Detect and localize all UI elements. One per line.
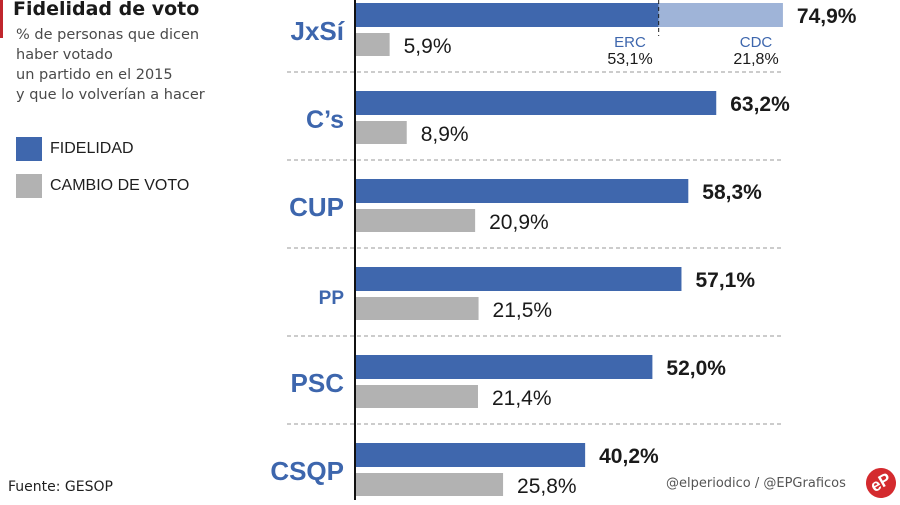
category-label: JxSí bbox=[291, 16, 345, 46]
breakdown-label-cdc: CDC bbox=[740, 34, 773, 51]
source-note: Fuente: GESOP bbox=[8, 479, 113, 495]
subtitle-line: un partido en el 2015 bbox=[16, 67, 173, 83]
legend-label-fidelidad: FIDELIDAD bbox=[50, 140, 134, 157]
subtitle-line: y que lo volverían a hacer bbox=[16, 87, 205, 103]
breakdown-label-erc: ERC bbox=[614, 34, 646, 51]
value-label-fidelidad: 52,0% bbox=[666, 357, 726, 380]
bar-cambio-voto bbox=[356, 33, 390, 56]
bar-fidelidad bbox=[356, 179, 689, 203]
bar-cambio-voto bbox=[356, 121, 407, 144]
legend-label-cambio: CAMBIO DE VOTO bbox=[50, 177, 190, 194]
category-label: PSC bbox=[291, 368, 345, 398]
value-label-fidelidad: 40,2% bbox=[599, 445, 659, 468]
bar-cambio-voto bbox=[356, 209, 476, 232]
value-label-cambio: 21,5% bbox=[493, 299, 553, 322]
bar-erc bbox=[356, 3, 659, 27]
category-label: CSQP bbox=[270, 456, 344, 486]
value-label-fidelidad: 58,3% bbox=[702, 181, 762, 204]
chart-subtitle: % de personas que dicen haber votado un … bbox=[16, 25, 205, 105]
subtitle-line: % de personas que dicen bbox=[16, 27, 200, 43]
value-label-fidelidad: 57,1% bbox=[695, 269, 755, 292]
value-label-fidelidad: 63,2% bbox=[730, 93, 790, 116]
chart-title: Fidelidad de voto bbox=[13, 0, 200, 20]
category-label: CUP bbox=[289, 192, 344, 222]
value-label-cambio: 8,9% bbox=[421, 123, 469, 146]
value-label-cambio: 21,4% bbox=[492, 387, 552, 410]
bar-fidelidad bbox=[356, 443, 586, 467]
subtitle-line: haber votado bbox=[16, 47, 113, 63]
credit-note: @elperiodico / @EPGraficos bbox=[666, 476, 846, 491]
bar-cambio-voto bbox=[356, 385, 478, 408]
value-label-cambio: 20,9% bbox=[489, 211, 549, 234]
value-label-cambio: 5,9% bbox=[404, 35, 452, 58]
legend-swatch-cambio bbox=[16, 174, 42, 198]
bar-cdc bbox=[658, 3, 783, 27]
category-label: PP bbox=[319, 288, 345, 309]
bar-cambio-voto bbox=[356, 297, 479, 320]
value-label-cambio: 25,8% bbox=[517, 475, 577, 498]
bar-fidelidad bbox=[356, 355, 653, 379]
breakdown-value-cdc: 21,8% bbox=[733, 51, 778, 68]
title-accent-bar bbox=[0, 0, 3, 38]
value-label-fidelidad: 74,9% bbox=[797, 5, 857, 28]
bar-fidelidad bbox=[356, 91, 717, 115]
bar-cambio-voto bbox=[356, 473, 504, 496]
breakdown-value-erc: 53,1% bbox=[607, 51, 652, 68]
category-label: C’s bbox=[306, 106, 344, 134]
logo-text: eP bbox=[866, 469, 895, 496]
bar-fidelidad bbox=[356, 267, 682, 291]
legend-swatch-fidelidad bbox=[16, 137, 42, 161]
